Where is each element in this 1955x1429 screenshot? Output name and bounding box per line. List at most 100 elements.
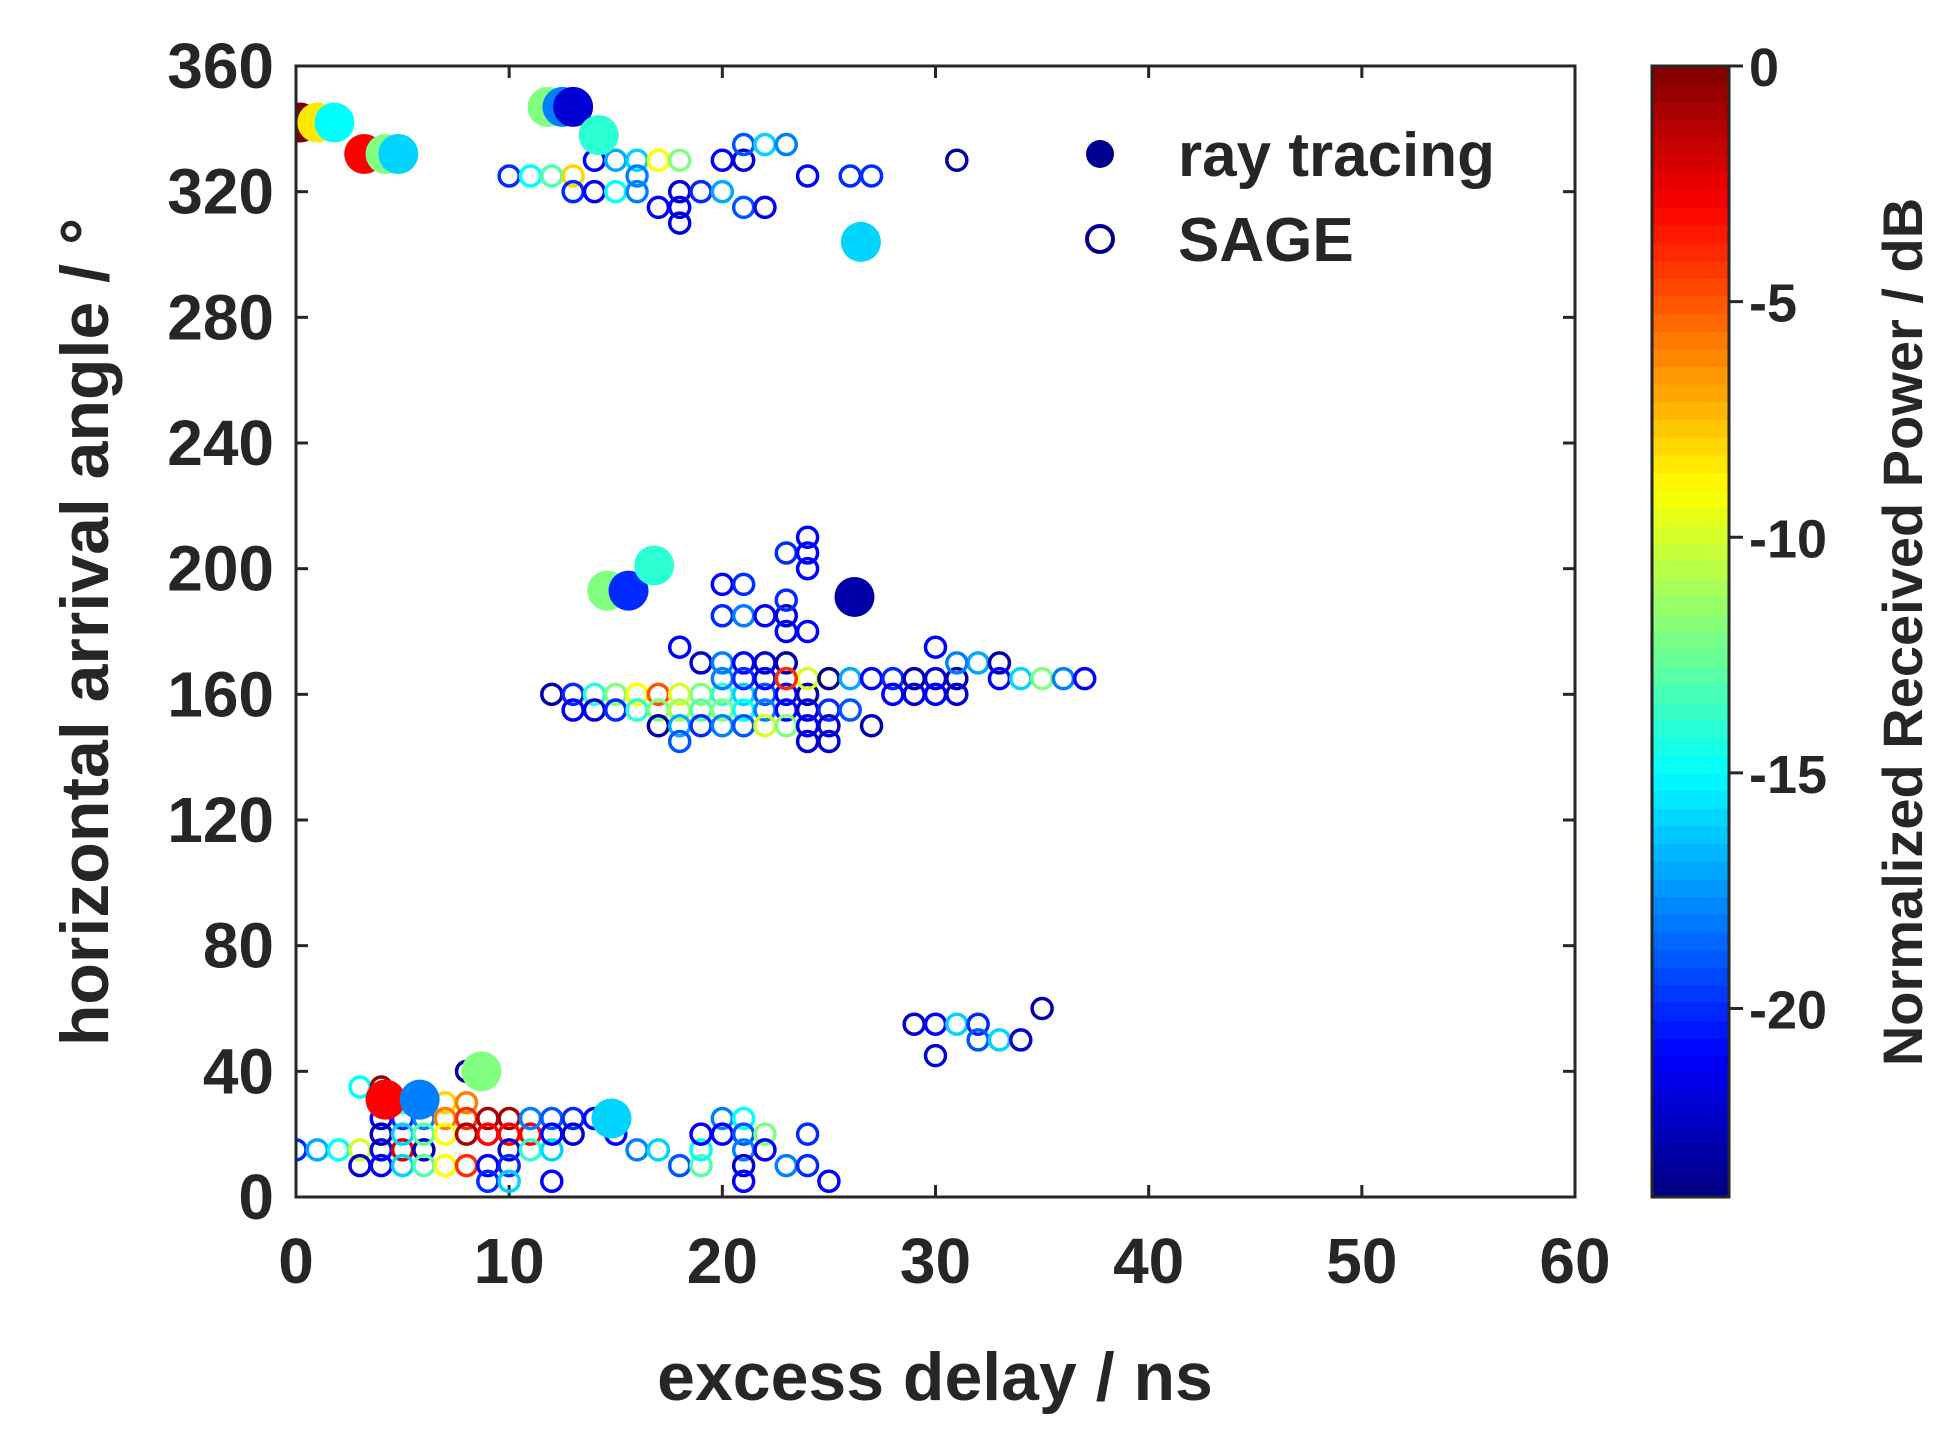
sage-point: [817, 1169, 841, 1194]
y-tick-label: 280: [167, 281, 274, 353]
colorbar-band: [1652, 737, 1729, 756]
sage-point: [540, 1169, 564, 1194]
colorbar-band: [1652, 1020, 1729, 1039]
colorbar-band: [1652, 454, 1729, 474]
ray-tracing-point: [399, 1079, 440, 1120]
sage-point: [412, 1138, 436, 1162]
colorbar-band: [1652, 684, 1729, 703]
colorbar-band: [1652, 1037, 1729, 1057]
sage-point: [945, 682, 969, 707]
colorbar-band: [1652, 437, 1729, 456]
colorbar-band: [1652, 967, 1729, 986]
x-tick-label: 30: [900, 1225, 971, 1297]
y-tick-label: 40: [203, 1035, 274, 1107]
sage-point: [795, 541, 820, 565]
sage-point: [753, 1122, 777, 1146]
colorbar-title: Normalized Received Power / dB: [1871, 198, 1934, 1066]
colorbar-band: [1652, 225, 1729, 244]
sage-point: [774, 651, 799, 675]
sage-point: [753, 195, 777, 220]
colorbar-band: [1652, 278, 1729, 297]
y-tick-label: 80: [203, 910, 274, 982]
colorbar-band: [1652, 1002, 1729, 1021]
sage-point: [774, 588, 799, 612]
colorbar-band: [1652, 543, 1729, 562]
sage-point: [646, 1138, 671, 1162]
sage-point: [625, 164, 649, 188]
sage-point: [731, 572, 756, 597]
legend-ray-tracing-marker: [1086, 140, 1114, 168]
ray-tracing-point: [553, 86, 594, 127]
colorbar-band: [1652, 1090, 1729, 1110]
sage-point: [561, 1122, 585, 1146]
colorbar-band: [1652, 242, 1729, 261]
sage-point: [497, 1153, 521, 1178]
sage-point: [731, 148, 756, 172]
colorbar-band: [1652, 914, 1729, 933]
sage-point: [731, 1153, 756, 1178]
sage-point: [795, 525, 820, 549]
colorbar-band: [1652, 825, 1729, 845]
sage-point: [945, 666, 969, 691]
sage-point: [1030, 996, 1054, 1021]
sage-point: [795, 682, 820, 707]
colorbar-tick-label: 0: [1749, 38, 1779, 98]
sage-point: [987, 651, 1012, 675]
sage-point: [689, 1138, 713, 1162]
legend-ray-tracing-label: ray tracing: [1178, 121, 1495, 190]
y-tick-label: 0: [238, 1161, 274, 1233]
y-tick-label: 320: [167, 156, 274, 228]
colorbar-band: [1652, 560, 1729, 580]
sage-point: [774, 132, 799, 157]
colorbar-band: [1652, 772, 1729, 792]
sage-point: [667, 729, 692, 754]
sage-point: [923, 635, 948, 659]
sage-point: [795, 619, 820, 644]
sage-point: [710, 179, 735, 204]
y-tick-label: 160: [167, 658, 274, 730]
sage-point: [945, 651, 969, 675]
colorbar-band: [1652, 702, 1729, 721]
colorbar-band: [1652, 1108, 1729, 1127]
sage-point: [667, 211, 692, 235]
colorbar-band: [1652, 1143, 1729, 1163]
colorbar-band: [1652, 1055, 1729, 1074]
colorbar-band: [1652, 348, 1729, 368]
y-axis-label: horizontal arrival angle / °: [47, 218, 123, 1046]
sage-point: [859, 714, 884, 738]
colorbar-band: [1652, 172, 1729, 191]
sage-point: [795, 164, 820, 188]
x-tick-label: 10: [474, 1225, 545, 1297]
x-tick-label: 0: [278, 1225, 314, 1297]
colorbar-band: [1652, 419, 1729, 438]
colorbar-tick-label: -20: [1749, 981, 1827, 1041]
colorbar-band: [1652, 843, 1729, 862]
colorbar-band: [1652, 1161, 1729, 1180]
y-tick-label: 240: [167, 407, 274, 479]
colorbar-band: [1652, 931, 1729, 951]
colorbar-tick-label: -5: [1749, 274, 1797, 334]
colorbar-frame: [1650, 64, 1731, 1199]
ray-tracing-point: [461, 1051, 502, 1092]
legend-sage-marker: [1085, 224, 1115, 254]
ray-tracing-point: [840, 221, 881, 262]
sage-point: [561, 164, 585, 188]
x-tick-label: 20: [687, 1225, 758, 1297]
ray-tracing-point: [608, 570, 649, 611]
colorbar-band: [1652, 295, 1729, 315]
sage-point: [731, 1106, 756, 1131]
sage-point: [689, 1153, 713, 1178]
colorbar-band: [1652, 1179, 1729, 1198]
colorbar-band: [1652, 596, 1729, 615]
colorbar-band: [1652, 101, 1729, 120]
sage-point: [817, 714, 841, 738]
plot-area: [296, 66, 1575, 1197]
sage-point: [731, 1169, 756, 1194]
colorbar-band: [1652, 666, 1729, 686]
colorbar-band: [1652, 719, 1729, 739]
colorbar-band: [1652, 384, 1729, 403]
sage-point: [945, 148, 969, 172]
legend: ray tracing SAGE: [1085, 121, 1495, 275]
y-tick-label: 360: [167, 30, 274, 102]
